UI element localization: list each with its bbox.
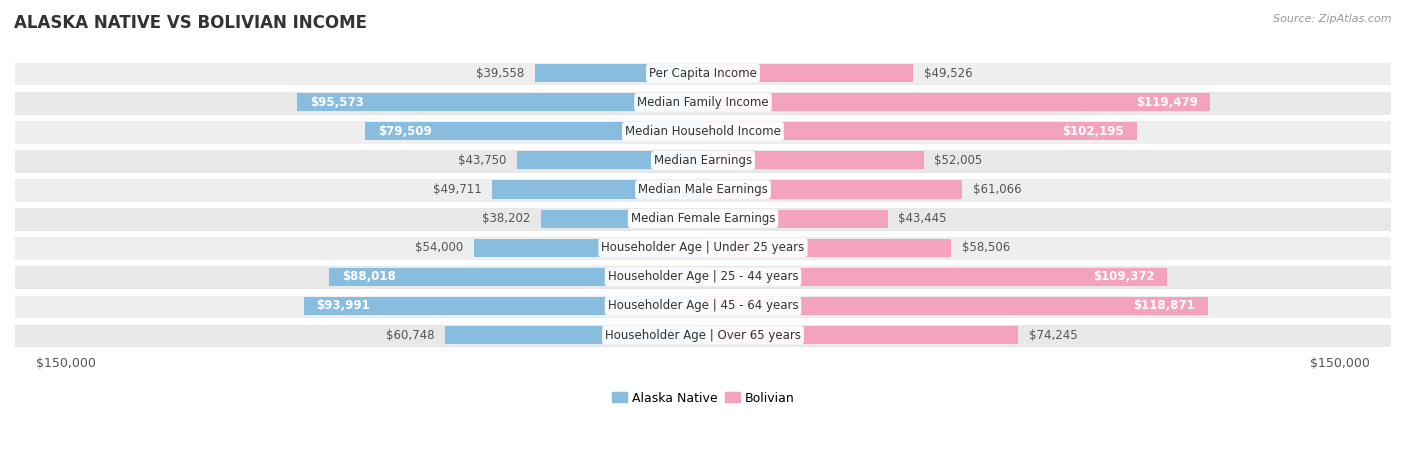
Bar [703, 180, 962, 198]
Bar [329, 268, 703, 286]
Bar [3, 177, 1403, 202]
Bar [3, 264, 1403, 289]
Bar [703, 210, 887, 227]
Bar [703, 297, 1208, 315]
Bar [3, 235, 1403, 260]
Bar [304, 297, 703, 315]
Text: Householder Age | 45 - 64 years: Householder Age | 45 - 64 years [607, 299, 799, 312]
Text: Householder Age | Under 25 years: Householder Age | Under 25 years [602, 241, 804, 254]
Bar [541, 210, 703, 227]
Bar [3, 206, 1403, 231]
Text: $49,526: $49,526 [924, 66, 973, 79]
Bar [703, 268, 1167, 286]
Bar [703, 64, 914, 82]
Text: $54,000: $54,000 [415, 241, 463, 254]
Text: $74,245: $74,245 [1029, 329, 1077, 341]
Text: Householder Age | Over 65 years: Householder Age | Over 65 years [605, 329, 801, 341]
Bar [3, 61, 1403, 85]
Text: Median Household Income: Median Household Income [626, 125, 780, 138]
Bar [3, 323, 1403, 347]
Legend: Alaska Native, Bolivian: Alaska Native, Bolivian [606, 387, 800, 410]
Bar [536, 64, 703, 82]
Bar [474, 239, 703, 257]
Text: $95,573: $95,573 [309, 96, 364, 109]
Bar [703, 122, 1137, 140]
Bar [446, 326, 703, 344]
Text: $52,005: $52,005 [935, 154, 983, 167]
Text: Median Family Income: Median Family Income [637, 96, 769, 109]
Text: $109,372: $109,372 [1092, 270, 1154, 283]
Bar [297, 93, 703, 111]
Text: $119,479: $119,479 [1136, 96, 1198, 109]
Text: $58,506: $58,506 [962, 241, 1011, 254]
Bar [703, 93, 1211, 111]
Bar [3, 148, 1403, 173]
Bar [3, 294, 1403, 318]
Bar [703, 239, 952, 257]
Text: Householder Age | 25 - 44 years: Householder Age | 25 - 44 years [607, 270, 799, 283]
Text: $88,018: $88,018 [342, 270, 395, 283]
Bar [3, 119, 1403, 144]
Bar [3, 90, 1403, 114]
Text: Median Female Earnings: Median Female Earnings [631, 212, 775, 225]
Bar [703, 151, 924, 170]
Text: Median Earnings: Median Earnings [654, 154, 752, 167]
Text: $38,202: $38,202 [482, 212, 530, 225]
Text: Source: ZipAtlas.com: Source: ZipAtlas.com [1274, 14, 1392, 24]
Text: $43,750: $43,750 [458, 154, 506, 167]
Bar [366, 122, 703, 140]
Text: $93,991: $93,991 [316, 299, 370, 312]
Text: $60,748: $60,748 [385, 329, 434, 341]
Text: $102,195: $102,195 [1063, 125, 1125, 138]
Text: $61,066: $61,066 [973, 183, 1022, 196]
Text: $49,711: $49,711 [433, 183, 481, 196]
Text: Median Male Earnings: Median Male Earnings [638, 183, 768, 196]
Text: $39,558: $39,558 [477, 66, 524, 79]
Text: $118,871: $118,871 [1133, 299, 1195, 312]
Text: Per Capita Income: Per Capita Income [650, 66, 756, 79]
Bar [703, 326, 1018, 344]
Text: ALASKA NATIVE VS BOLIVIAN INCOME: ALASKA NATIVE VS BOLIVIAN INCOME [14, 14, 367, 32]
Text: $43,445: $43,445 [898, 212, 946, 225]
Bar [517, 151, 703, 170]
Text: $79,509: $79,509 [378, 125, 432, 138]
Bar [492, 180, 703, 198]
